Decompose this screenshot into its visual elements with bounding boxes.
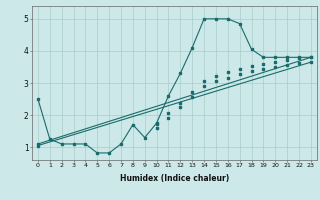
X-axis label: Humidex (Indice chaleur): Humidex (Indice chaleur) xyxy=(120,174,229,183)
